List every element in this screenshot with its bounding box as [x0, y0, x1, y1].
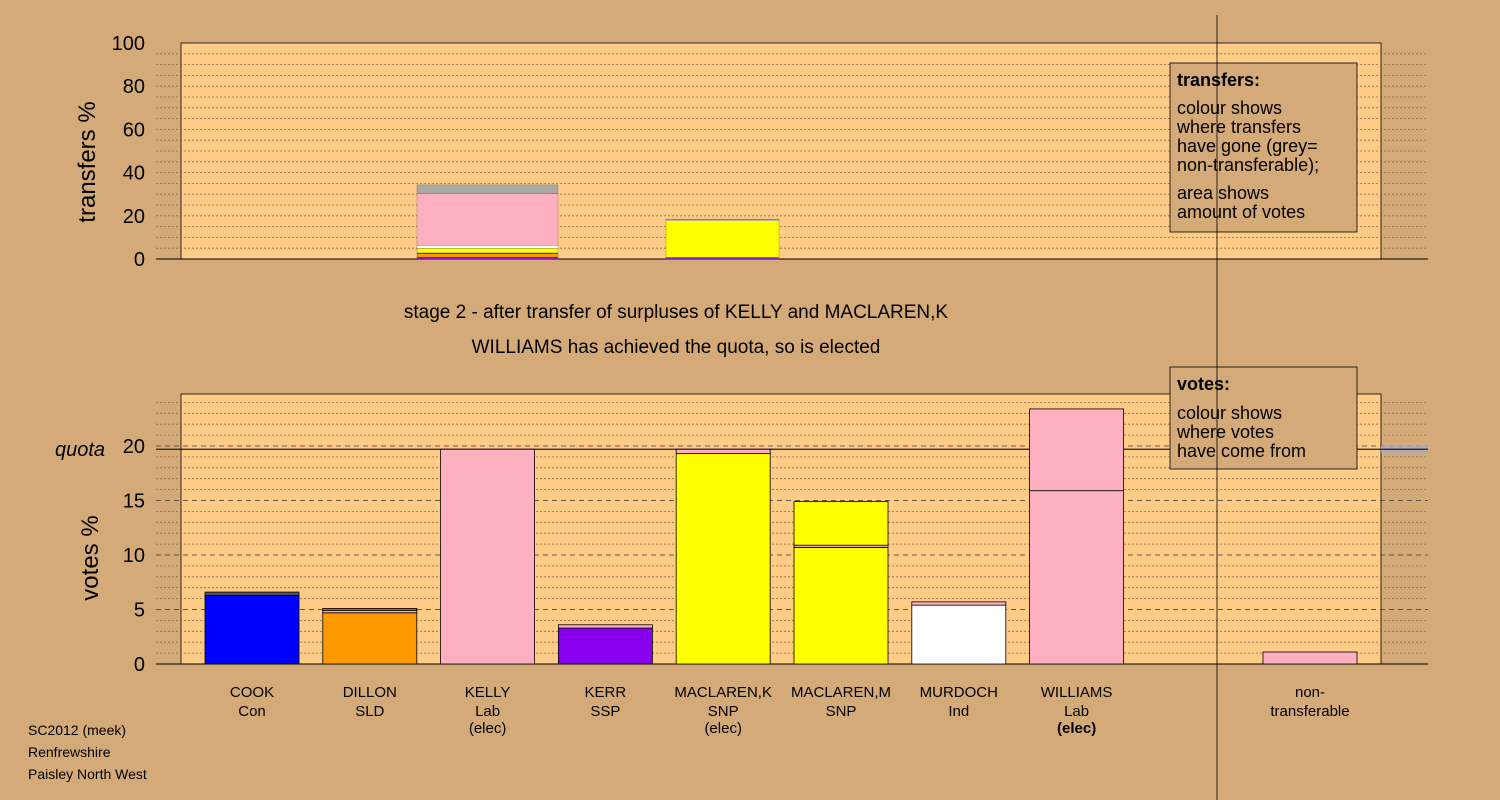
- elected-subtitle: WILLIAMS has achieved the quota, so is e…: [472, 337, 881, 358]
- vote-bar-segment: [204, 594, 300, 665]
- votes-legend-line: where votes: [1176, 422, 1274, 442]
- transfers-legend-line: colour shows: [1177, 98, 1282, 118]
- footer-line: SC2012 (meek): [28, 722, 126, 738]
- candidate-name: KELLY: [465, 684, 511, 701]
- transfer-segment: [416, 248, 559, 254]
- candidate-party: SNP: [826, 703, 857, 720]
- transfer-segment: [665, 218, 780, 220]
- transfers-legend-line: non-transferable);: [1177, 155, 1319, 175]
- candidate-name: KERR: [585, 684, 627, 701]
- vote-bar-segment: [1029, 490, 1124, 665]
- transfer-segment: [416, 253, 559, 258]
- transfer-segment: [416, 193, 559, 246]
- votes-y-tick-label: 20: [123, 436, 145, 458]
- votes-y-axis-label: votes %: [77, 515, 104, 600]
- transfer-segment: [665, 220, 780, 258]
- vote-bar-segment: [322, 608, 418, 611]
- votes-y-ticks: 0 5 10 15 20: [123, 436, 145, 676]
- votes-y-tick-label: 10: [123, 545, 145, 567]
- transfers-y-tick-label: 80: [123, 76, 145, 98]
- votes-y-tick-label: 5: [134, 600, 145, 622]
- transfers-legend-title: transfers:: [1177, 70, 1260, 90]
- transfer-segment: [665, 257, 780, 260]
- candidate-party: Ind: [948, 703, 969, 720]
- vote-bar-segment: [440, 448, 536, 665]
- candidate-elected: (elec): [1057, 720, 1096, 737]
- nontransferable-label: non-: [1295, 684, 1325, 701]
- candidate-name: MACLAREN,K: [674, 684, 772, 701]
- vote-bar-segment: [1029, 408, 1124, 492]
- candidate-party: Lab: [1064, 703, 1089, 720]
- candidate-elected: (elec): [704, 720, 742, 737]
- vote-bar-segment: [793, 546, 889, 665]
- vote-bar-segment: [911, 604, 1007, 665]
- candidate-name: WILLIAMS: [1041, 684, 1113, 701]
- quota-label: quota: [55, 439, 105, 461]
- vote-bar-segment: [675, 448, 771, 455]
- nontransferable-label: transferable: [1270, 703, 1349, 720]
- nontransferable-bar: [1262, 651, 1358, 665]
- transfers-legend-line: have gone (grey=: [1177, 136, 1318, 156]
- transfers-y-tick-label: 40: [123, 163, 145, 185]
- candidate-elected: (elec): [469, 720, 507, 737]
- footer-line: Renfrewshire: [28, 744, 111, 760]
- candidate-name: MURDOCH: [920, 684, 998, 701]
- vote-bar-segment: [793, 501, 889, 546]
- votes-bars: [204, 408, 1358, 665]
- transfers-y-tick-label: 100: [112, 33, 145, 55]
- vote-bar-segment: [558, 627, 653, 665]
- footer-line: Paisley North West: [28, 766, 147, 782]
- transfer-segment: [416, 257, 559, 260]
- votes-legend: votes: colour shows where votes have com…: [1169, 366, 1358, 470]
- candidate-name: DILLON: [343, 684, 397, 701]
- candidate-party: SNP: [708, 703, 739, 720]
- candidate-party: SSP: [590, 703, 620, 720]
- vote-bar-segment: [675, 453, 771, 665]
- transfers-y-tick-label: 0: [134, 249, 145, 271]
- transfer-segment: [416, 245, 559, 249]
- transfers-y-tick-label: 20: [123, 206, 145, 228]
- candidate-name: COOK: [230, 684, 274, 701]
- votes-y-tick-label: 0: [134, 654, 145, 676]
- transfers-legend-line: amount of votes: [1177, 202, 1305, 222]
- vote-bar-segment: [204, 591, 300, 596]
- vote-bar-segment: [322, 612, 418, 665]
- stage-subtitle: stage 2 - after transfer of surpluses of…: [404, 302, 949, 323]
- vote-bar-segment: [911, 601, 1007, 606]
- candidate-name: MACLAREN,M: [791, 684, 891, 701]
- transfers-legend-line: where transfers: [1176, 117, 1301, 137]
- candidate-labels: COOKConDILLONSLDKELLYLab(elec)KERRSSPMAC…: [230, 684, 1350, 737]
- transfers-legend: transfers: colour shows where transfers …: [1169, 62, 1358, 233]
- vote-bar-segment: [558, 624, 653, 629]
- transfers-y-ticks: 0 20 40 60 80 100: [112, 33, 145, 271]
- candidate-party: Con: [238, 703, 266, 720]
- votes-legend-title: votes:: [1177, 374, 1230, 394]
- transfer-segment: [416, 184, 559, 194]
- votes-legend-line: have come from: [1177, 441, 1306, 461]
- transfers-bars: [416, 184, 780, 260]
- transfers-y-axis-label: transfers %: [74, 101, 101, 222]
- transfers-legend-line: area shows: [1177, 183, 1269, 203]
- transfers-y-tick-label: 60: [123, 119, 145, 141]
- candidate-party: Lab: [475, 703, 500, 720]
- votes-y-tick-label: 15: [123, 491, 145, 513]
- votes-legend-line: colour shows: [1177, 403, 1282, 423]
- candidate-party: SLD: [355, 703, 384, 720]
